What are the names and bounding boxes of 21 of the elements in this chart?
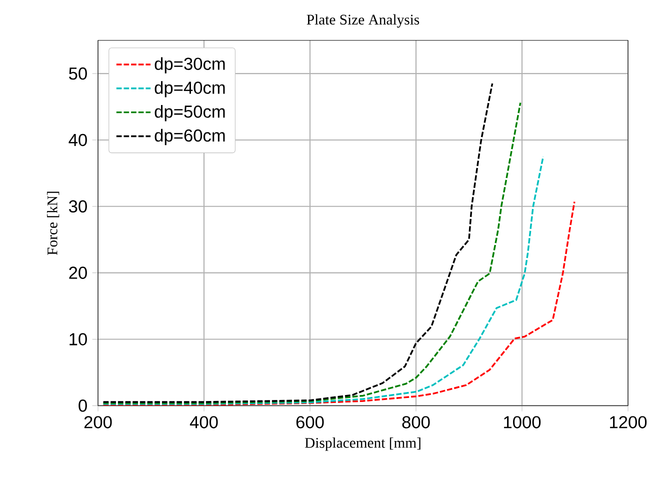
- line-series: [102, 200, 576, 406]
- x-tick-label: 1000: [504, 416, 541, 428]
- x-axis-title: Displacement [mm]: [304, 438, 420, 451]
- line-series: [102, 156, 544, 405]
- x-tick-label: 800: [402, 416, 430, 428]
- y-tick-label: 20: [69, 266, 87, 279]
- legend-label: dp=40cm: [154, 81, 225, 98]
- x-tick-label: 600: [296, 416, 324, 428]
- x-tick-label: 1200: [610, 416, 647, 428]
- y-tick-label: 30: [68, 200, 87, 213]
- y-axis-title: Force [kN]: [47, 192, 60, 255]
- legend-label: dp=30cm: [154, 57, 225, 74]
- x-tick-label: 200: [84, 416, 112, 428]
- legend-label: dp=50cm: [154, 105, 225, 122]
- legend-label: dp=60cm: [154, 128, 225, 146]
- y-tick-label: 50: [69, 67, 87, 80]
- y-tick-label: 0: [78, 400, 87, 412]
- x-tick-label: 400: [190, 416, 218, 428]
- y-tick-label: 10: [70, 333, 87, 346]
- y-tick-label: 40: [68, 134, 87, 146]
- chart-title: Plate Size Analysis: [306, 14, 420, 28]
